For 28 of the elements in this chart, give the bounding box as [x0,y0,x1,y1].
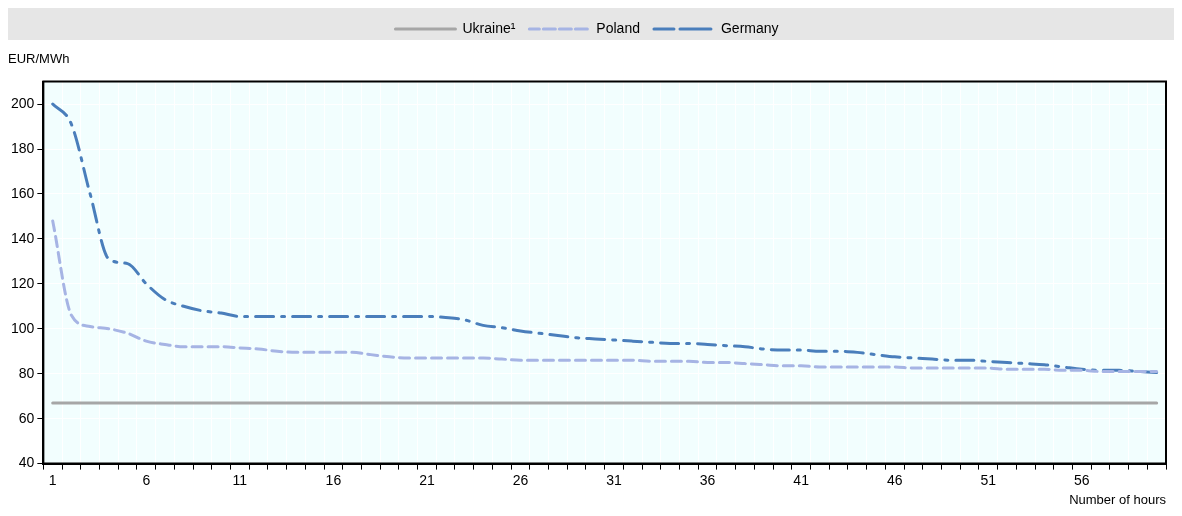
line-series [51,102,1159,375]
x-axis-title: Number of hours [1069,491,1167,507]
x-tick-label: 11 [232,471,248,488]
x-tick-label: 46 [886,471,903,488]
legend-label: Ukraine¹ [462,19,516,36]
y-tick-label: 160 [11,184,35,201]
y-tick-label: 40 [18,454,35,471]
legend-label: Germany [720,19,779,36]
x-tick-label: 36 [699,471,716,488]
y-tick-label: 100 [11,319,35,336]
y-tick-label: 140 [11,229,35,246]
y-tick-label: 80 [18,364,35,381]
x-tick-label: 21 [419,471,435,488]
y-axis-title: EUR/MWh [8,51,70,67]
x-tick-label: 51 [980,471,997,488]
line-series [51,219,1159,373]
x-tick-label: 1 [48,471,57,488]
x-tick-label: 31 [606,471,623,488]
x-tick-label: 16 [325,471,342,488]
y-tick-label: 200 [11,94,35,111]
legend-label: Poland [596,19,640,36]
x-tick-label: 6 [142,471,151,488]
x-tick-label: 26 [512,471,529,488]
y-tick-label: 120 [11,274,35,291]
y-tick-label: 60 [18,409,35,426]
y-tick-label: 180 [11,139,35,156]
x-tick-label: 41 [793,471,810,488]
x-tick-label: 56 [1074,471,1090,488]
